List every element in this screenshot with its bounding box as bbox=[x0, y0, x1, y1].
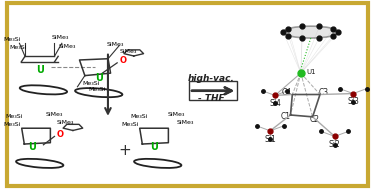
Text: Me₃Si: Me₃Si bbox=[88, 87, 106, 92]
Text: - THF: - THF bbox=[198, 94, 225, 103]
Text: U: U bbox=[95, 73, 103, 83]
Text: SiMe₃: SiMe₃ bbox=[119, 49, 137, 54]
Text: Me₃Si: Me₃Si bbox=[9, 45, 26, 50]
Text: SiMe₃: SiMe₃ bbox=[46, 112, 63, 118]
Text: Si4: Si4 bbox=[269, 99, 281, 108]
Text: C3: C3 bbox=[319, 88, 329, 97]
Text: SiMe₃: SiMe₃ bbox=[177, 120, 194, 125]
Text: O: O bbox=[56, 130, 63, 139]
Text: Si3: Si3 bbox=[347, 97, 359, 106]
Text: Si2: Si2 bbox=[329, 140, 341, 149]
Text: SiMe₃: SiMe₃ bbox=[51, 35, 69, 40]
Text: SiMe₃: SiMe₃ bbox=[57, 120, 74, 125]
Text: high-vac.: high-vac. bbox=[188, 74, 235, 83]
Text: Si1: Si1 bbox=[264, 135, 276, 143]
Text: Me₃Si: Me₃Si bbox=[121, 122, 139, 127]
Text: O: O bbox=[119, 56, 126, 65]
Text: U: U bbox=[150, 142, 158, 152]
Text: U1: U1 bbox=[306, 69, 316, 75]
Text: U: U bbox=[28, 142, 36, 152]
Text: SiMe₃: SiMe₃ bbox=[167, 112, 185, 118]
Text: Me₃Si: Me₃Si bbox=[83, 81, 100, 86]
Text: SiMe₃: SiMe₃ bbox=[59, 44, 76, 49]
Text: Me₃Si: Me₃Si bbox=[5, 114, 23, 119]
Text: C2: C2 bbox=[310, 115, 319, 124]
Text: SiMe₃: SiMe₃ bbox=[107, 42, 124, 47]
FancyBboxPatch shape bbox=[189, 81, 237, 100]
Text: U: U bbox=[36, 65, 44, 75]
Text: C4: C4 bbox=[282, 88, 292, 97]
Ellipse shape bbox=[283, 26, 338, 38]
Text: Me₃Si: Me₃Si bbox=[3, 37, 21, 42]
Text: C1: C1 bbox=[281, 112, 291, 121]
Text: Me₃Si: Me₃Si bbox=[131, 114, 148, 119]
Text: Me₃Si: Me₃Si bbox=[3, 122, 21, 127]
Text: +: + bbox=[118, 143, 131, 158]
